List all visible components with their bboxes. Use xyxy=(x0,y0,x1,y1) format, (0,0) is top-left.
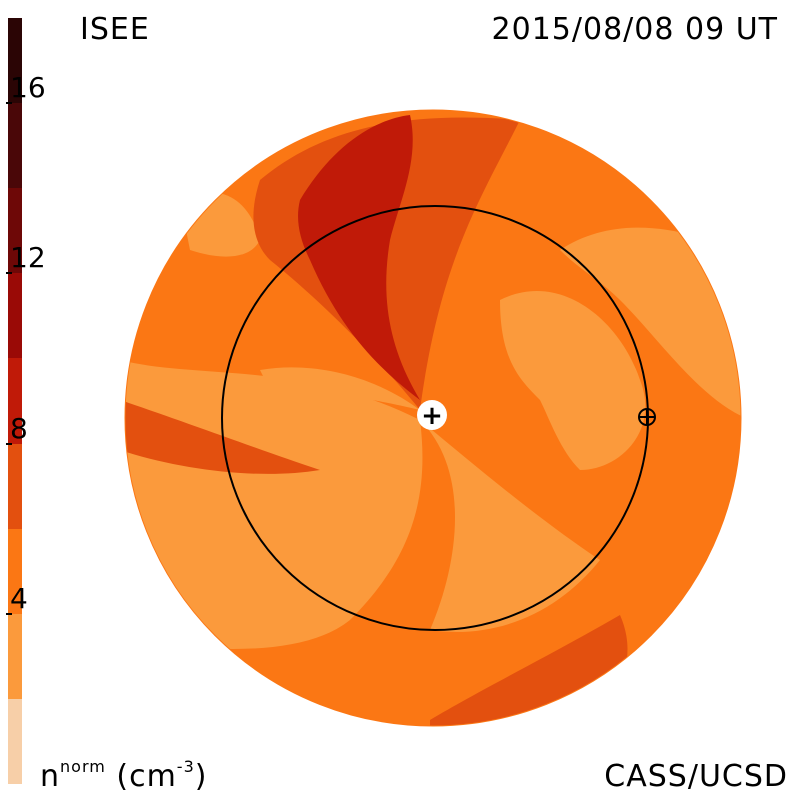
colorbar-tickmark xyxy=(6,272,12,275)
low-density-streak xyxy=(260,367,420,410)
quantity-symbol: n xyxy=(40,759,61,794)
colorbar-segment xyxy=(8,273,22,359)
sun-symbol: + xyxy=(421,401,443,431)
low-density-region-northeast xyxy=(560,227,741,420)
quantity-superscript: norm xyxy=(60,757,106,776)
enhanced-density-band-west xyxy=(125,400,320,474)
colorbar-tickmark xyxy=(6,102,12,105)
colorbar-tickmark xyxy=(6,612,12,615)
colorbar-unit-label: nnorm (cm-3) xyxy=(40,757,207,794)
colorbar-tick-label: 4 xyxy=(10,581,28,615)
low-density-region-east xyxy=(500,291,646,470)
sun-marker: + xyxy=(417,400,447,431)
unit-close: ) xyxy=(194,759,208,794)
colorbar-segment xyxy=(8,698,22,784)
colorbar-tick-label: 16 xyxy=(10,71,46,105)
colorbar-segment xyxy=(8,443,22,529)
colorbar-tick-label: 8 xyxy=(10,411,28,445)
colorbar-segment xyxy=(8,358,22,444)
colorbar-segment xyxy=(8,613,22,699)
low-density-region-south xyxy=(420,420,600,632)
credit-label: CASS/UCSD xyxy=(604,759,788,794)
plot-title: ISEE xyxy=(80,12,150,47)
colorbar-segment xyxy=(8,528,22,614)
colorbar-segment xyxy=(8,188,22,274)
unit-exponent: -3 xyxy=(176,757,195,776)
sun-disk xyxy=(417,400,447,430)
timestamp-label: 2015/08/08 09 UT xyxy=(491,12,778,47)
high-density-core xyxy=(298,115,420,400)
earth-marker xyxy=(638,408,656,426)
colorbar-segment xyxy=(8,103,22,189)
colorbar-segment xyxy=(8,18,22,104)
disc-edge xyxy=(124,109,742,727)
colorbar-tickmark xyxy=(6,442,12,445)
colorbar xyxy=(8,18,22,784)
unit-open: (cm xyxy=(105,759,177,794)
colorbar-tick-label: 12 xyxy=(10,241,46,275)
